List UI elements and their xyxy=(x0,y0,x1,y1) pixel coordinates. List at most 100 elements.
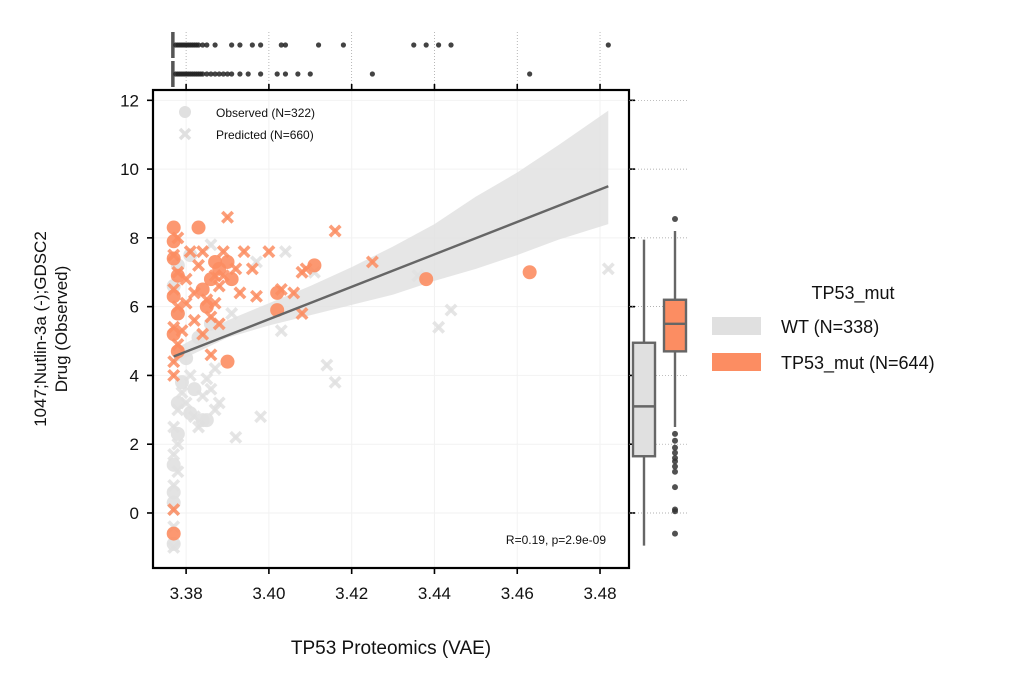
wt-rug-point xyxy=(340,42,346,48)
tp53-mut-predicted-point xyxy=(192,258,206,272)
tp53-mut-predicted-point xyxy=(167,503,181,517)
wt-predicted-point xyxy=(229,430,243,444)
wt-observed-point xyxy=(183,406,198,421)
x-marker-stroke xyxy=(183,245,197,259)
tp53-mut-outlier xyxy=(672,430,678,437)
wt-rug-point xyxy=(195,42,202,48)
x-marker-stroke xyxy=(229,430,243,444)
wt-rug-point xyxy=(605,42,611,48)
tp53-mut-predicted-point xyxy=(187,313,201,327)
x-marker-stroke xyxy=(196,245,210,259)
tp53-mut-predicted-point xyxy=(365,255,379,269)
tp53-mut-rug-point xyxy=(307,71,313,77)
tp53-mut-observed-point xyxy=(166,220,181,235)
x-axis-label: TP53 Proteomics (VAE) xyxy=(291,638,491,659)
wt-predicted-point xyxy=(200,372,214,386)
predicted-legend-label: Predicted (N=660) xyxy=(216,128,314,142)
x-tick-label: 3.38 xyxy=(170,584,203,603)
y-axis-label-line1: 1047;Nutlin-3a (-);GDSC2 xyxy=(31,231,50,427)
y-tick-label: 0 xyxy=(130,504,139,523)
wt-predicted-point xyxy=(250,255,263,269)
tp53-mut-observed-point xyxy=(419,272,434,287)
wt-legend-swatch xyxy=(712,317,761,335)
tp53-mut-rug-point xyxy=(212,71,218,77)
x-marker-stroke xyxy=(444,303,458,317)
wt-predicted-point xyxy=(444,303,458,317)
x-marker-stroke xyxy=(212,279,226,293)
y-tick-label: 10 xyxy=(120,160,139,179)
tp53-mut-rug-point xyxy=(204,71,210,77)
wt-observed-point xyxy=(187,382,202,397)
x-marker-stroke xyxy=(274,324,288,338)
x-marker-stroke xyxy=(208,362,222,376)
x-marker-stroke xyxy=(365,255,379,269)
tp53-mut-legend-swatch xyxy=(712,353,761,371)
wt-rug-point xyxy=(423,42,429,48)
y-tick-label: 12 xyxy=(120,91,139,110)
tp53-mut-outlier xyxy=(672,449,678,456)
wt-predicted-point xyxy=(208,403,222,417)
tp53-mut-observed-point xyxy=(195,282,210,297)
tp53-mut-observed-point xyxy=(191,220,206,235)
x-tick-label: 3.42 xyxy=(335,584,368,603)
x-marker-stroke xyxy=(328,224,342,238)
x-marker-stroke xyxy=(171,437,185,451)
tp53-mut-predicted-point xyxy=(196,327,210,341)
wt-rug-point xyxy=(200,42,206,48)
wt-predicted-point xyxy=(432,320,446,334)
tp53-mut-rug-point xyxy=(527,71,533,77)
x-marker-stroke xyxy=(216,245,230,259)
x-marker-stroke xyxy=(204,382,218,396)
wt-rug-point xyxy=(204,42,210,48)
wt-predicted-point xyxy=(204,382,218,396)
tp53-mut-rug-point xyxy=(220,71,226,77)
wt-predicted-point xyxy=(225,307,239,320)
wt-rug-point xyxy=(315,42,322,48)
wt-rug-point xyxy=(448,42,454,48)
tp53-mut-predicted-point xyxy=(328,224,342,238)
tp53-mut-predicted-point xyxy=(250,289,263,303)
tp53-mut-outlier xyxy=(672,484,678,491)
observed-legend-marker xyxy=(179,106,191,118)
tp53-mut-predicted-point xyxy=(295,307,309,320)
wt-observed-point xyxy=(183,248,198,263)
x-marker-stroke xyxy=(192,258,206,272)
wt-rug-point xyxy=(258,42,264,48)
tp53-mut-outlier xyxy=(672,463,678,470)
wt-observed-point xyxy=(199,413,214,428)
tp53-mut-rug-point xyxy=(282,71,289,77)
regression-line xyxy=(173,185,609,358)
tp53-mut-predicted-point xyxy=(196,245,210,259)
tp53-mut-rug-point xyxy=(200,71,206,77)
x-marker-stroke xyxy=(204,310,218,324)
tp53-mut-rug-point xyxy=(245,71,251,77)
x-marker-stroke xyxy=(233,286,247,300)
wt-observed-point xyxy=(166,485,181,500)
wt-predicted-point xyxy=(254,410,268,424)
wt-predicted-point xyxy=(601,262,615,276)
tp53-mut-observed-point xyxy=(270,285,285,300)
x-marker-stroke xyxy=(208,403,222,417)
tp53-mut-observed-point xyxy=(166,526,181,541)
wt-legend-label: WT (N=338) xyxy=(781,317,879,337)
wt-observed-point xyxy=(166,457,181,472)
x-marker-stroke xyxy=(216,269,230,283)
tp53-mut-observed-point xyxy=(203,272,218,287)
top-rugplot xyxy=(171,32,611,87)
tp53-mut-outlier xyxy=(672,458,678,465)
x-marker-stroke xyxy=(212,317,226,331)
tp53-mut-observed-point xyxy=(224,272,239,287)
tp53-mut-rug-point xyxy=(237,71,243,77)
tp53-mut-outlier xyxy=(672,437,678,444)
x-marker-stroke xyxy=(250,289,263,303)
hue-legend-title: TP53_mut xyxy=(811,283,894,304)
tp53-mut-predicted-point xyxy=(212,317,226,331)
y-tick-label: 4 xyxy=(130,366,139,385)
points-layer xyxy=(166,210,615,554)
x-marker-stroke xyxy=(167,368,181,382)
x-tick-label: 3.48 xyxy=(583,584,616,603)
tp53-mut-observed-point xyxy=(220,354,235,369)
tp53-mut-rug-point xyxy=(208,71,214,77)
tp53-mut-observed-point xyxy=(170,306,185,321)
